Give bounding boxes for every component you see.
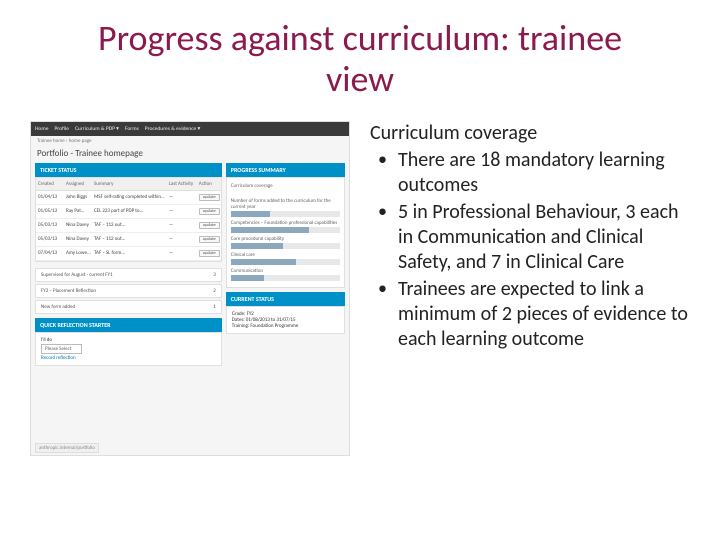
table-row: 01/04/13 John Biggs MSF self-rating comp…: [36, 191, 221, 205]
progress-bar: [231, 211, 340, 217]
quick-header: QUICK REFLECTION STARTER: [35, 318, 222, 332]
update-button[interactable]: update: [199, 194, 220, 201]
content-row: Home Profile Curriculum & PDP ▾ Forms Pr…: [0, 111, 720, 456]
col-summary: Summary: [92, 178, 167, 190]
slide-title: Progress against curriculum: trainee vie…: [0, 0, 720, 111]
quick-select[interactable]: Please Select: [41, 344, 82, 354]
status-header: CURRENT STATUS: [226, 292, 345, 306]
cell: TAF – 112 out...: [92, 234, 167, 244]
list-label: Supervised for August - current FY1: [41, 272, 113, 278]
cell: update: [197, 206, 221, 217]
breadcrumb: Trainee home › home page: [31, 136, 349, 146]
table-header: Created Assigned Summary Last Activity A…: [36, 178, 221, 191]
cell: 01/05/13: [36, 206, 64, 216]
coverage-heading: Curriculum coverage: [370, 121, 690, 146]
cell: —: [167, 192, 197, 202]
ticket-header: TICKET STATUS: [35, 163, 222, 177]
bullet-item: Trainees are expected to link a minimum …: [398, 277, 690, 352]
cell: —: [167, 206, 197, 216]
cell: update: [197, 248, 221, 259]
col-assigned: Assigned: [64, 178, 92, 190]
progress-bar: [231, 227, 340, 233]
table-row: 07/04/13 Amy Lowe... TAF – SL form... — …: [36, 247, 221, 261]
cell: Nina Davey: [64, 234, 92, 244]
status-line: Training: Foundation Programme: [232, 323, 339, 329]
supervisor-list: Supervised for August - current FY1 3 FY…: [35, 268, 222, 314]
list-item[interactable]: FY2 – Placement Reflection 2: [35, 284, 222, 298]
ticket-panel: TICKET STATUS Created Assigned Summary L…: [35, 163, 222, 366]
col-created: Created: [36, 178, 64, 190]
progress-bar: [231, 259, 340, 265]
prog-label: Curriculum coverage: [231, 183, 340, 189]
cell: 05/03/13: [36, 234, 64, 244]
list-count: 2: [213, 288, 216, 294]
mini-nav: Home Profile Curriculum & PDP ▾ Forms Pr…: [31, 122, 349, 136]
table-row: 05/03/13 Nina Davey TAF – 112 out... — u…: [36, 233, 221, 247]
nav-profile[interactable]: Profile: [54, 126, 68, 132]
nav-curriculum[interactable]: Curriculum & PDP ▾: [75, 126, 119, 132]
cell: update: [197, 192, 221, 203]
nav-forms[interactable]: Forms: [125, 126, 139, 132]
quick-form: I'll do Please Select Record reflection: [35, 332, 222, 366]
list-item[interactable]: New form added 1: [35, 300, 222, 314]
cell: Nina Davey: [64, 220, 92, 230]
list-label: New form added: [41, 304, 75, 310]
table-row: 01/05/13 Ray Pat... CEL 223 part of PDP …: [36, 205, 221, 219]
update-button[interactable]: update: [199, 208, 220, 215]
cell: Amy Lowe...: [64, 248, 92, 258]
cell: update: [197, 220, 221, 231]
cell: —: [167, 220, 197, 230]
prog-label: Competencies – Foundation professional c…: [231, 220, 340, 226]
cell: MSF self-rating completed within...: [92, 192, 167, 202]
update-button[interactable]: update: [199, 250, 220, 257]
progress-panel: PROGRESS SUMMARY Curriculum coverage Num…: [226, 163, 345, 366]
cell: TAF – 112 out...: [92, 220, 167, 230]
update-button[interactable]: update: [199, 236, 220, 243]
nav-procedures[interactable]: Procedures & evidence ▾: [145, 126, 200, 132]
progress-body: Curriculum coverage Number of forms adde…: [226, 177, 345, 288]
list-count: 1: [213, 304, 216, 310]
ticket-table: Created Assigned Summary Last Activity A…: [35, 177, 222, 262]
list-count: 3: [213, 272, 216, 278]
bullet-item: There are 18 mandatory learning outcomes: [398, 148, 690, 198]
screenshot-column: Home Profile Curriculum & PDP ▾ Forms Pr…: [30, 121, 350, 456]
progress-bar: [231, 243, 340, 249]
cell: —: [167, 248, 197, 258]
cell: update: [197, 234, 221, 245]
page-title: Portfolio - Trainee homepage: [31, 146, 349, 163]
footer-link: anthropic.internal/portfolio: [35, 443, 99, 453]
nav-home[interactable]: Home: [35, 126, 48, 132]
prog-label: Clinical care: [231, 252, 340, 258]
list-label: FY2 – Placement Reflection: [41, 288, 96, 294]
status-box: Grade: FY2 Dates: 01/08/2013 to 31/07/15…: [226, 306, 345, 334]
bullet-list: There are 18 mandatory learning outcomes…: [370, 148, 690, 352]
prog-label: Communication: [231, 268, 340, 274]
portfolio-screenshot: Home Profile Curriculum & PDP ▾ Forms Pr…: [30, 121, 350, 456]
quick-label: I'll do: [41, 337, 52, 343]
list-item[interactable]: Supervised for August - current FY1 3: [35, 268, 222, 282]
progress-header: PROGRESS SUMMARY: [226, 163, 345, 177]
cell: 07/04/13: [36, 248, 64, 258]
prog-label: Number of forms added to the curriculum …: [231, 198, 340, 210]
cell: Ray Pat...: [64, 206, 92, 216]
progress-bar: [231, 275, 340, 281]
cell: John Biggs: [64, 192, 92, 202]
table-row: 05/03/13 Nina Davey TAF – 112 out... — u…: [36, 219, 221, 233]
text-column: Curriculum coverage There are 18 mandato…: [370, 121, 690, 456]
cell: CEL 223 part of PDP to...: [92, 206, 167, 216]
record-link[interactable]: Record reflection: [41, 355, 76, 361]
prog-label: Core procedural capability: [231, 236, 340, 242]
col-action: Action: [197, 178, 221, 190]
cell: 05/03/13: [36, 220, 64, 230]
cell: —: [167, 234, 197, 244]
cell: 01/04/13: [36, 192, 64, 202]
update-button[interactable]: update: [199, 222, 220, 229]
col-activity: Last Activity: [167, 178, 197, 190]
cell: TAF – SL form...: [92, 248, 167, 258]
bullet-item: 5 in Professional Behaviour, 3 each in C…: [398, 200, 690, 275]
